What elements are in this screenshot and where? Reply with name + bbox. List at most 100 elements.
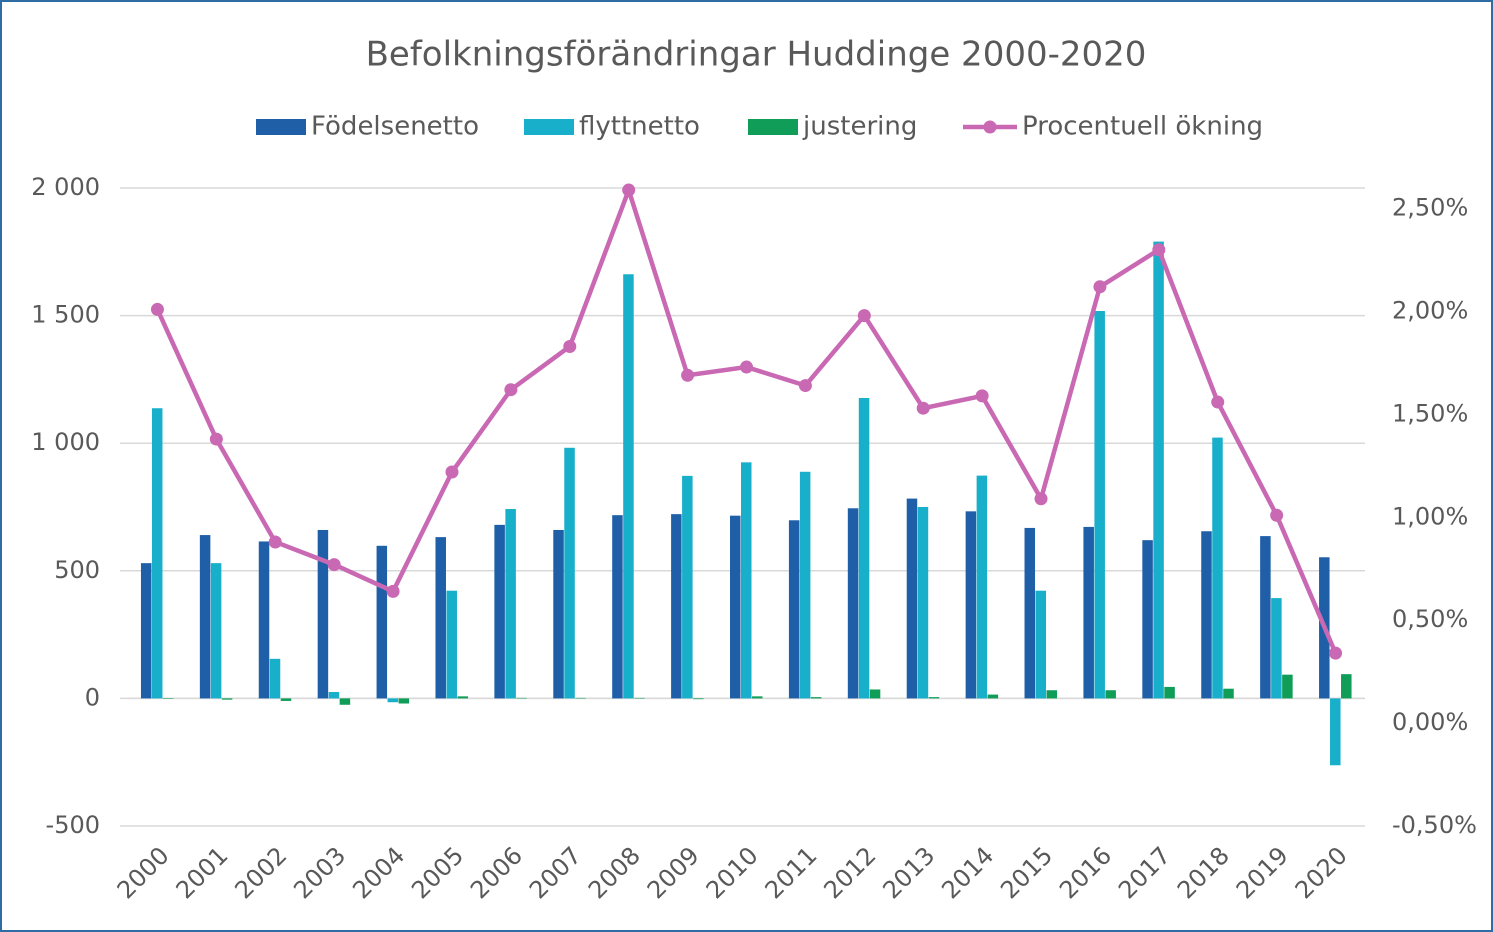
line-point xyxy=(622,183,636,197)
bar xyxy=(976,475,988,699)
line-point xyxy=(445,465,459,479)
bar xyxy=(906,498,918,699)
bar xyxy=(457,696,468,699)
bar xyxy=(965,511,977,699)
y2-tick-label: 0,00% xyxy=(1392,708,1468,736)
bar xyxy=(1201,531,1212,699)
bar xyxy=(516,697,527,699)
line-point xyxy=(857,309,871,323)
bar xyxy=(917,507,929,699)
bar xyxy=(387,698,399,703)
bar xyxy=(1153,241,1164,699)
line-point xyxy=(150,302,164,316)
bar xyxy=(788,520,800,699)
bar xyxy=(1142,540,1153,699)
bar xyxy=(1035,590,1047,699)
bar xyxy=(1223,688,1234,699)
bar xyxy=(810,697,822,699)
bar xyxy=(1271,598,1282,699)
bar xyxy=(1212,437,1223,699)
bar xyxy=(269,658,281,699)
line-point xyxy=(563,339,577,353)
y2-tick-label: -0,50% xyxy=(1392,811,1477,839)
line-point xyxy=(386,584,400,598)
bar xyxy=(140,563,152,699)
chart-title: Befolkningsförändringar Huddinge 2000-20… xyxy=(366,35,1147,75)
bar xyxy=(869,689,881,699)
legend-label: Procentuell ökning xyxy=(1022,112,1263,142)
bar xyxy=(671,514,682,699)
bar xyxy=(339,698,351,705)
bar xyxy=(634,697,645,699)
bar xyxy=(398,698,410,704)
y-tick-label: 1 500 xyxy=(31,301,100,329)
y2-tick-label: 1,00% xyxy=(1392,502,1468,530)
bar xyxy=(1094,311,1105,699)
bar xyxy=(564,447,575,699)
y-tick-label: 2 000 xyxy=(31,173,100,201)
bar xyxy=(1164,686,1175,699)
bar xyxy=(1105,690,1116,699)
line-point xyxy=(916,401,930,415)
bar xyxy=(553,529,564,699)
bar xyxy=(1341,674,1352,699)
bar xyxy=(317,529,329,699)
bar xyxy=(280,698,292,701)
line-point xyxy=(798,379,812,393)
legend-swatch xyxy=(256,119,306,135)
bar xyxy=(446,590,457,699)
bar xyxy=(741,462,752,699)
bar xyxy=(928,697,940,699)
bar xyxy=(435,537,446,699)
line-point xyxy=(1211,395,1225,409)
bar xyxy=(376,545,388,699)
bar xyxy=(1083,526,1094,699)
bar xyxy=(847,508,859,699)
line-point xyxy=(1152,243,1166,257)
line-point xyxy=(740,360,753,374)
y2-tick-label: 0,50% xyxy=(1392,605,1468,633)
line-point xyxy=(209,432,223,446)
bar xyxy=(258,541,270,699)
bar xyxy=(682,475,693,699)
bar xyxy=(221,698,233,700)
y-tick-label: -500 xyxy=(46,811,100,839)
bar xyxy=(1046,690,1058,699)
bar xyxy=(752,696,763,699)
legend-label: justering xyxy=(802,112,917,142)
bar xyxy=(1024,527,1036,699)
bar xyxy=(612,515,623,699)
bar xyxy=(730,515,741,699)
y2-tick-label: 1,50% xyxy=(1392,399,1468,427)
line-point xyxy=(1093,280,1107,294)
line-point xyxy=(975,389,989,403)
y-tick-label: 0 xyxy=(85,683,100,711)
line-point xyxy=(1034,492,1048,506)
y2-tick-label: 2,50% xyxy=(1392,194,1468,222)
bar xyxy=(1260,536,1271,699)
line-point xyxy=(504,383,518,397)
line-point xyxy=(268,535,282,549)
y-tick-label: 1 000 xyxy=(31,428,100,456)
legend-label: Födelsenetto xyxy=(311,112,479,142)
legend-swatch xyxy=(748,119,798,135)
bar xyxy=(693,698,704,700)
line-point xyxy=(327,558,341,572)
line-point xyxy=(1329,646,1343,660)
bar xyxy=(623,274,634,699)
bar xyxy=(162,698,174,699)
bar xyxy=(1282,674,1293,699)
y2-tick-label: 2,00% xyxy=(1392,296,1468,324)
bar xyxy=(858,398,870,699)
bar xyxy=(505,509,516,699)
legend-marker xyxy=(983,120,997,134)
bar xyxy=(799,471,811,699)
legend-swatch xyxy=(524,119,574,135)
bar xyxy=(199,535,211,699)
bar xyxy=(210,563,222,699)
y-tick-label: 500 xyxy=(54,556,100,584)
legend-label: flyttnetto xyxy=(579,112,700,142)
bar xyxy=(1330,698,1341,766)
bar xyxy=(575,697,586,699)
